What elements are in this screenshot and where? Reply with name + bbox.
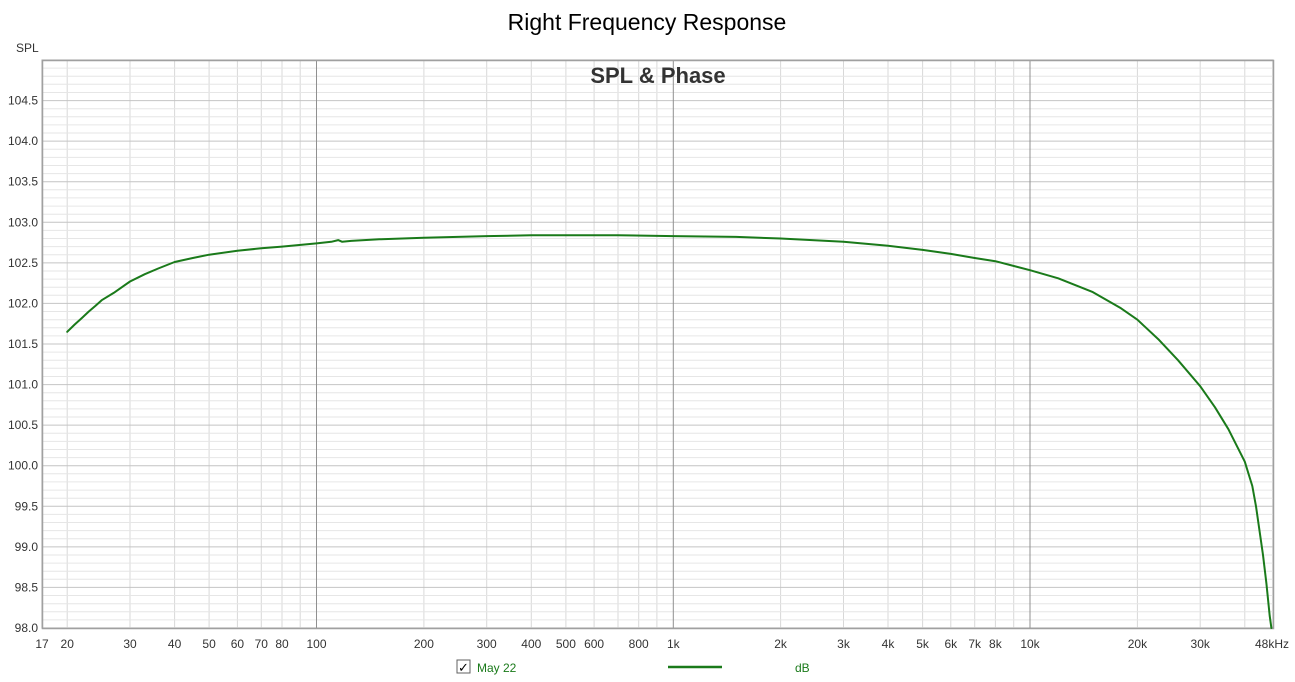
y-axis-label: SPL xyxy=(16,41,39,55)
x-tick-label: 40 xyxy=(168,637,182,651)
chart-title: Right Frequency Response xyxy=(508,9,787,35)
series-line xyxy=(66,234,1273,629)
legend-checkbox[interactable] xyxy=(456,659,471,674)
y-tick-label: 104.5 xyxy=(8,94,38,108)
x-tick-label: 8k xyxy=(989,637,1003,651)
y-tick-label: 103.5 xyxy=(8,175,38,189)
y-tick-label: 100.5 xyxy=(8,418,38,432)
x-axis-ticks: 17 20 30 40 50 60 70 80 100 200 300 400 500 600 800 1k 2… xyxy=(35,637,1289,651)
y-axis-ticks: 98.0 98.5 99.0 99.5 100.0 100.5 101.0 101.5 102.… xyxy=(8,94,38,635)
x-tick-label: 600 xyxy=(584,637,604,651)
x-tick-label: 10k xyxy=(1020,637,1040,651)
y-tick-label: 99.0 xyxy=(15,540,39,554)
x-tick-label: 17 xyxy=(35,637,49,651)
plot-subtitle: SPL & Phase xyxy=(590,63,725,88)
x-tick-label: 2k xyxy=(774,637,788,651)
x-tick-label: 4k xyxy=(882,637,896,651)
x-tick-label: 400 xyxy=(521,637,541,651)
legend-unit-label: dB xyxy=(795,661,810,675)
series-group xyxy=(66,234,1273,629)
x-tick-label: 300 xyxy=(477,637,497,651)
legend-check-mark: ✓ xyxy=(458,661,469,676)
plot-border xyxy=(41,59,1275,630)
grid-major xyxy=(316,60,1031,628)
x-tick-label: 20 xyxy=(61,637,75,651)
x-tick-label: 100 xyxy=(306,637,326,651)
x-tick-label: 6k xyxy=(944,637,958,651)
x-tick-label: 50 xyxy=(202,637,216,651)
y-tick-label: 98.0 xyxy=(15,621,39,635)
y-tick-label: 102.0 xyxy=(8,296,38,310)
x-tick-label: 500 xyxy=(556,637,576,651)
y-tick-label: 101.0 xyxy=(8,378,38,392)
x-tick-label: 30 xyxy=(123,637,137,651)
y-tick-label: 103.0 xyxy=(8,215,38,229)
x-tick-label: 800 xyxy=(629,637,649,651)
x-tick-label: 48kHz xyxy=(1255,637,1289,651)
y-tick-label: 100.0 xyxy=(8,459,38,473)
x-tick-label: 80 xyxy=(275,637,289,651)
x-tick-label: 60 xyxy=(231,637,245,651)
x-tick-label: 7k xyxy=(968,637,982,651)
y-tick-label: 101.5 xyxy=(8,337,38,351)
y-tick-label: 98.5 xyxy=(15,580,39,594)
legend-series-label: May 22 xyxy=(477,661,517,675)
y-tick-label: 102.5 xyxy=(8,256,38,270)
x-tick-label: 1k xyxy=(667,637,681,651)
y-tick-label: 104.0 xyxy=(8,134,38,148)
x-tick-label: 20k xyxy=(1128,637,1148,651)
x-tick-label: 30k xyxy=(1191,637,1211,651)
x-tick-label: 200 xyxy=(414,637,434,651)
grid-minor xyxy=(42,60,1273,628)
x-tick-label: 5k xyxy=(916,637,930,651)
y-tick-label: 99.5 xyxy=(15,499,39,513)
legend: ✓ May 22 dB xyxy=(456,659,810,676)
x-tick-label: 3k xyxy=(837,637,851,651)
x-tick-label: 70 xyxy=(255,637,269,651)
